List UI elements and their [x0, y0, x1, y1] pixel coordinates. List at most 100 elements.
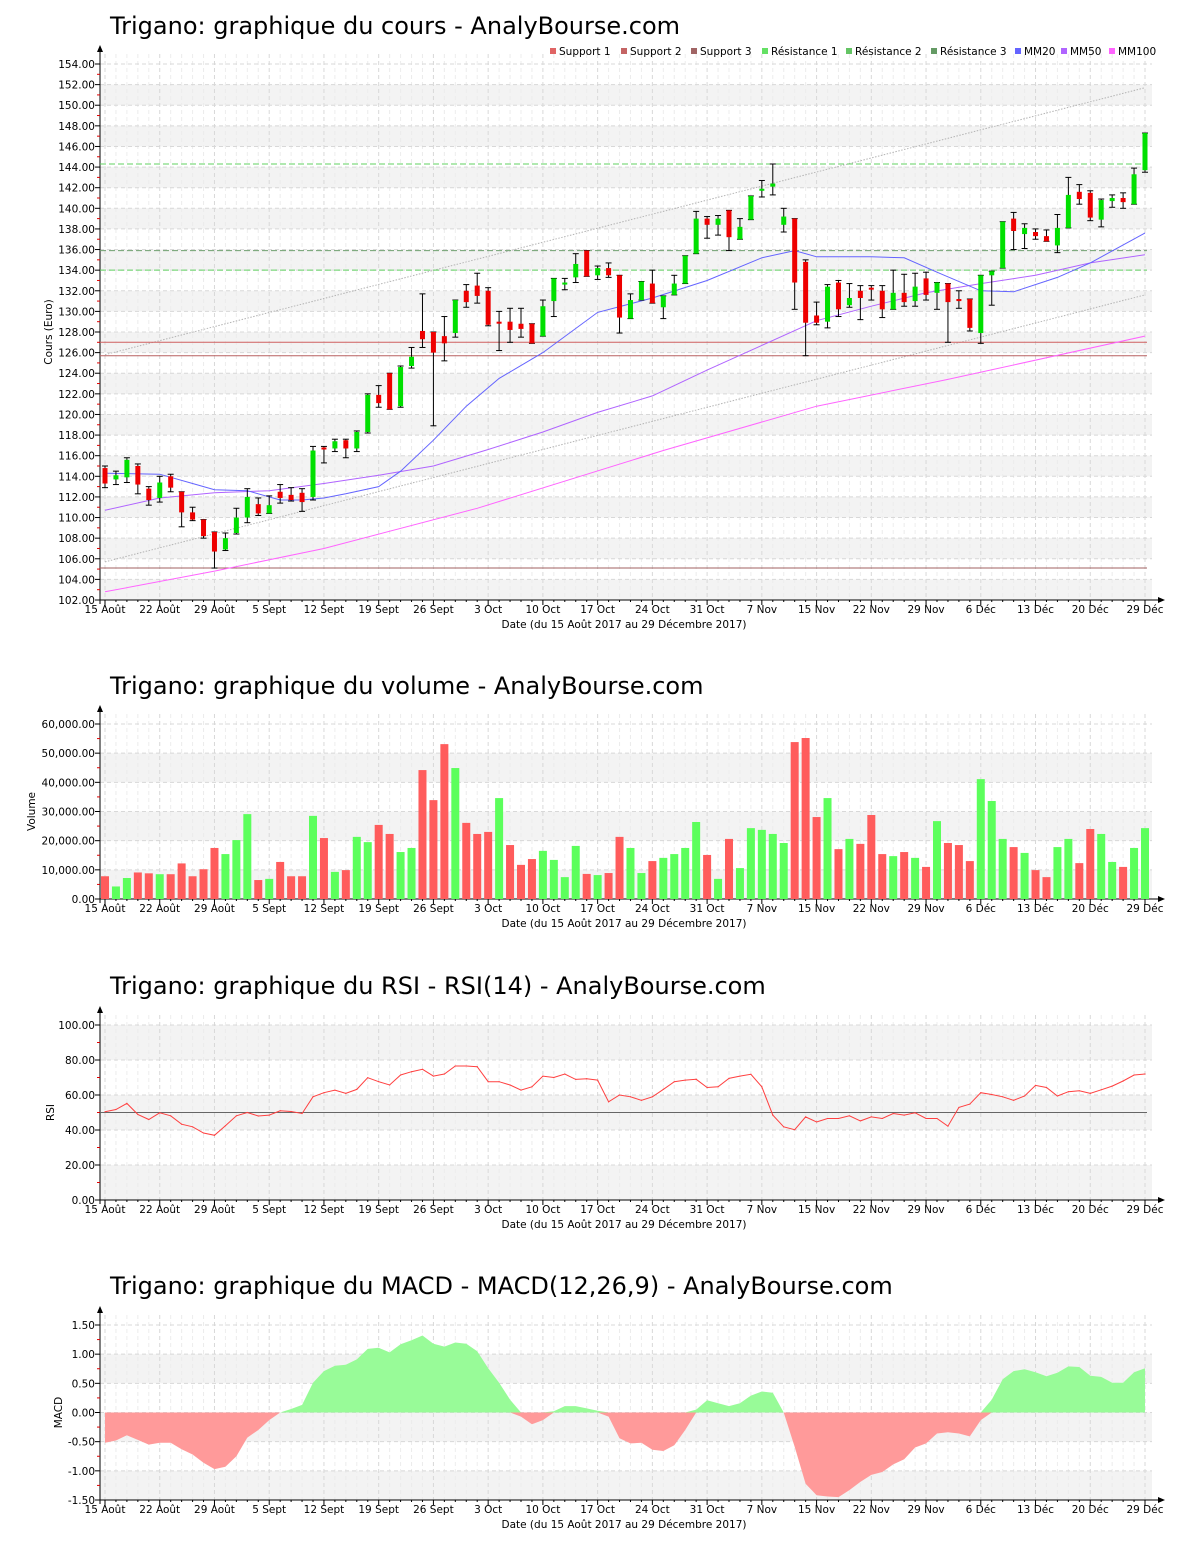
volume-bar [714, 878, 723, 899]
legend-label: Résistance 3 [940, 46, 1007, 58]
x-tick-label: 22 Août [139, 1504, 180, 1516]
candle-body [912, 286, 918, 302]
grid-band [100, 538, 1152, 559]
legend-swatch [846, 48, 852, 54]
rsi-point [925, 1117, 927, 1120]
rsi-line [104, 1065, 1146, 1136]
candle-body [211, 531, 217, 552]
candle-body [222, 538, 228, 550]
x-tick-label: 17 Oct [580, 1204, 615, 1216]
candle [1032, 228, 1039, 240]
candle [1087, 190, 1094, 222]
candle-body [671, 283, 677, 295]
volume-bar [101, 876, 109, 899]
candle [539, 299, 546, 337]
rsi-point [673, 1081, 675, 1083]
candle [1054, 213, 1061, 254]
candle [353, 430, 360, 453]
x-tick-label: 19 Sept [358, 1504, 399, 1516]
rsi-point [389, 1084, 391, 1086]
x-tick-label: 24 Oct [635, 1504, 670, 1516]
volume-bar [735, 868, 744, 899]
candle [999, 221, 1006, 269]
volume-bar [834, 849, 843, 899]
legend-swatch [1061, 48, 1067, 54]
x-tick-label: 15 Nov [798, 1504, 835, 1516]
candle-body [1087, 192, 1093, 218]
candle-body [1043, 236, 1049, 242]
y-tick-label: 118.00 [58, 430, 95, 442]
candle [835, 279, 842, 318]
rsi-point [783, 1126, 785, 1128]
candle [1010, 211, 1017, 251]
rsi-point [301, 1112, 303, 1115]
volume-bar [265, 878, 274, 899]
rsi-point [958, 1106, 960, 1109]
volume-bar [911, 857, 920, 899]
rsi-point [181, 1123, 183, 1125]
x-tick-label: 12 Sept [304, 604, 345, 616]
candle [627, 293, 634, 320]
chart-marks [101, 738, 1149, 899]
candle [310, 445, 316, 501]
rsi-point [750, 1073, 752, 1075]
volume-bar [998, 838, 1007, 899]
x-axis-title: Date (du 15 Août 2017 au 29 Décembre 201… [502, 1519, 747, 1531]
y-tick-label: 40,000.00 [42, 777, 95, 789]
volume-bar [527, 859, 536, 899]
legend: Support 1 Support 2 Support 3 Résistance 1 R… [550, 46, 1156, 58]
rsi-point [378, 1081, 380, 1083]
volume-bar [648, 861, 657, 899]
candle [331, 438, 338, 453]
candle [244, 488, 251, 524]
candle [277, 484, 284, 504]
candle [1098, 198, 1105, 228]
x-tick-label: 19 Sept [358, 604, 399, 616]
rsi-point [564, 1073, 566, 1075]
x-tick-label: 22 Nov [853, 1504, 890, 1516]
candle [594, 265, 601, 280]
volume-bar [692, 822, 701, 899]
grid-band [100, 1165, 1152, 1200]
rsi-point [892, 1112, 894, 1115]
rsi-point [597, 1079, 599, 1081]
candle-body [233, 517, 239, 533]
grid-band [100, 811, 1152, 841]
volume-bar [681, 847, 690, 899]
x-tick-label: 26 Sept [413, 903, 454, 915]
volume-bar [287, 876, 296, 899]
volume-bar [232, 840, 241, 899]
candle-body [857, 290, 863, 298]
candle-body [726, 210, 732, 238]
x-tick-label: 19 Sept [358, 903, 399, 915]
y-tick-label: 130.00 [58, 306, 95, 318]
x-tick-label: 15 Août [85, 1204, 126, 1216]
candle [507, 307, 514, 343]
rsi-point [246, 1111, 248, 1114]
volume-bar [221, 854, 230, 899]
y-tick-label: 126.00 [58, 348, 95, 360]
rsi-point [323, 1092, 325, 1094]
rsi-point [443, 1073, 445, 1075]
volume-bar [746, 828, 755, 899]
y-tick-label: 60,000.00 [42, 719, 95, 731]
candle-body [890, 292, 896, 310]
volume-bar [330, 871, 339, 899]
legend-swatch [931, 48, 937, 54]
y-axis-arrow-icon [97, 1006, 103, 1013]
candle [386, 372, 393, 410]
candle [682, 255, 689, 285]
y-axis-title: MACD [53, 1397, 65, 1428]
candle-body [879, 290, 885, 310]
x-tick-label: 29 Août [194, 1504, 235, 1516]
candle [1131, 167, 1138, 205]
x-axis-arrow-icon [1158, 1197, 1165, 1203]
volume-bar [495, 798, 504, 899]
candle [167, 473, 174, 493]
rsi-point [881, 1117, 883, 1120]
volume-bar [111, 886, 120, 899]
x-tick-label: 6 Déc [966, 1204, 997, 1216]
candle-body [781, 216, 787, 225]
x-tick-label: 29 Nov [907, 1504, 944, 1516]
rsi-point [159, 1112, 161, 1114]
